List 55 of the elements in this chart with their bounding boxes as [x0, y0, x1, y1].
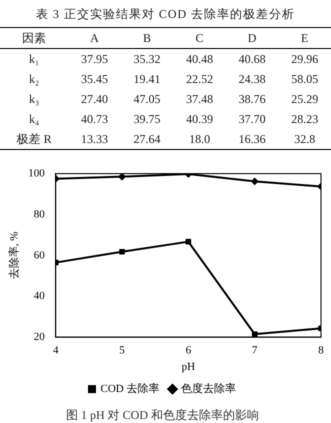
- legend-label: COD 去除率: [100, 382, 160, 395]
- text: 表 3 正交实验结果对 COD 去除率的极差分析: [34, 6, 296, 23]
- y-tick-label: 20: [34, 331, 46, 344]
- category-label: B: [142, 30, 152, 46]
- text: 35.45: [80, 72, 108, 86]
- point: [252, 331, 258, 337]
- text: 40.73: [80, 112, 108, 126]
- text: 18.0: [189, 132, 210, 146]
- text: 37.48: [186, 92, 214, 106]
- x-tick-label: 5: [119, 344, 126, 357]
- text: 28.23: [291, 112, 318, 126]
- text: 27.64: [134, 132, 160, 146]
- text: 35.32: [134, 52, 160, 66]
- category-label: E: [300, 30, 310, 46]
- category-label: D: [246, 30, 258, 46]
- y-tick-label: 80: [34, 208, 46, 220]
- category-label: k₂: [28, 72, 40, 86]
- point: [186, 238, 192, 244]
- point: [119, 248, 125, 254]
- text: 39.75: [134, 112, 160, 126]
- category-label: k₃: [28, 92, 40, 106]
- category-label: 因素: [21, 30, 48, 46]
- category-label: k₁: [28, 52, 40, 66]
- text: 32.8: [294, 132, 316, 146]
- legend-label: 色度去除率: [180, 382, 236, 395]
- text: 38.76: [238, 92, 266, 106]
- text: 22.52: [186, 72, 214, 86]
- text: 40.39: [186, 112, 214, 126]
- text: 40.68: [238, 52, 266, 66]
- text: 图 1 pH 对 COD 和色度去除率的影响: [66, 408, 260, 422]
- text: 24.38: [238, 72, 266, 86]
- x-tick-label: 6: [186, 344, 192, 357]
- text: 19.41: [134, 72, 160, 86]
- x-tick-label: 7: [252, 344, 258, 357]
- y-axis-title: 去除率, %: [7, 232, 20, 280]
- text: 37.70: [238, 112, 266, 126]
- category-label: C: [194, 30, 205, 46]
- text: 58.05: [291, 72, 318, 86]
- category-label: A: [89, 30, 100, 46]
- text: 37.95: [80, 52, 108, 66]
- category-label: k₄: [28, 112, 40, 126]
- x-axis-title: pH: [182, 360, 196, 373]
- text: 40.48: [186, 52, 214, 66]
- y-tick-label: 40: [34, 290, 46, 302]
- text: 13.33: [80, 132, 108, 146]
- text: 47.05: [134, 92, 160, 106]
- y-tick-label: 60: [34, 249, 46, 262]
- text: 29.96: [291, 52, 318, 66]
- x-tick-label: 8: [318, 344, 324, 357]
- text: 27.40: [80, 92, 108, 106]
- y-tick-label: 100: [28, 167, 46, 180]
- category-label: 极差 R: [16, 132, 52, 146]
- text: 16.36: [238, 132, 266, 146]
- text: 25.29: [291, 92, 318, 106]
- x-tick-label: 4: [52, 344, 59, 357]
